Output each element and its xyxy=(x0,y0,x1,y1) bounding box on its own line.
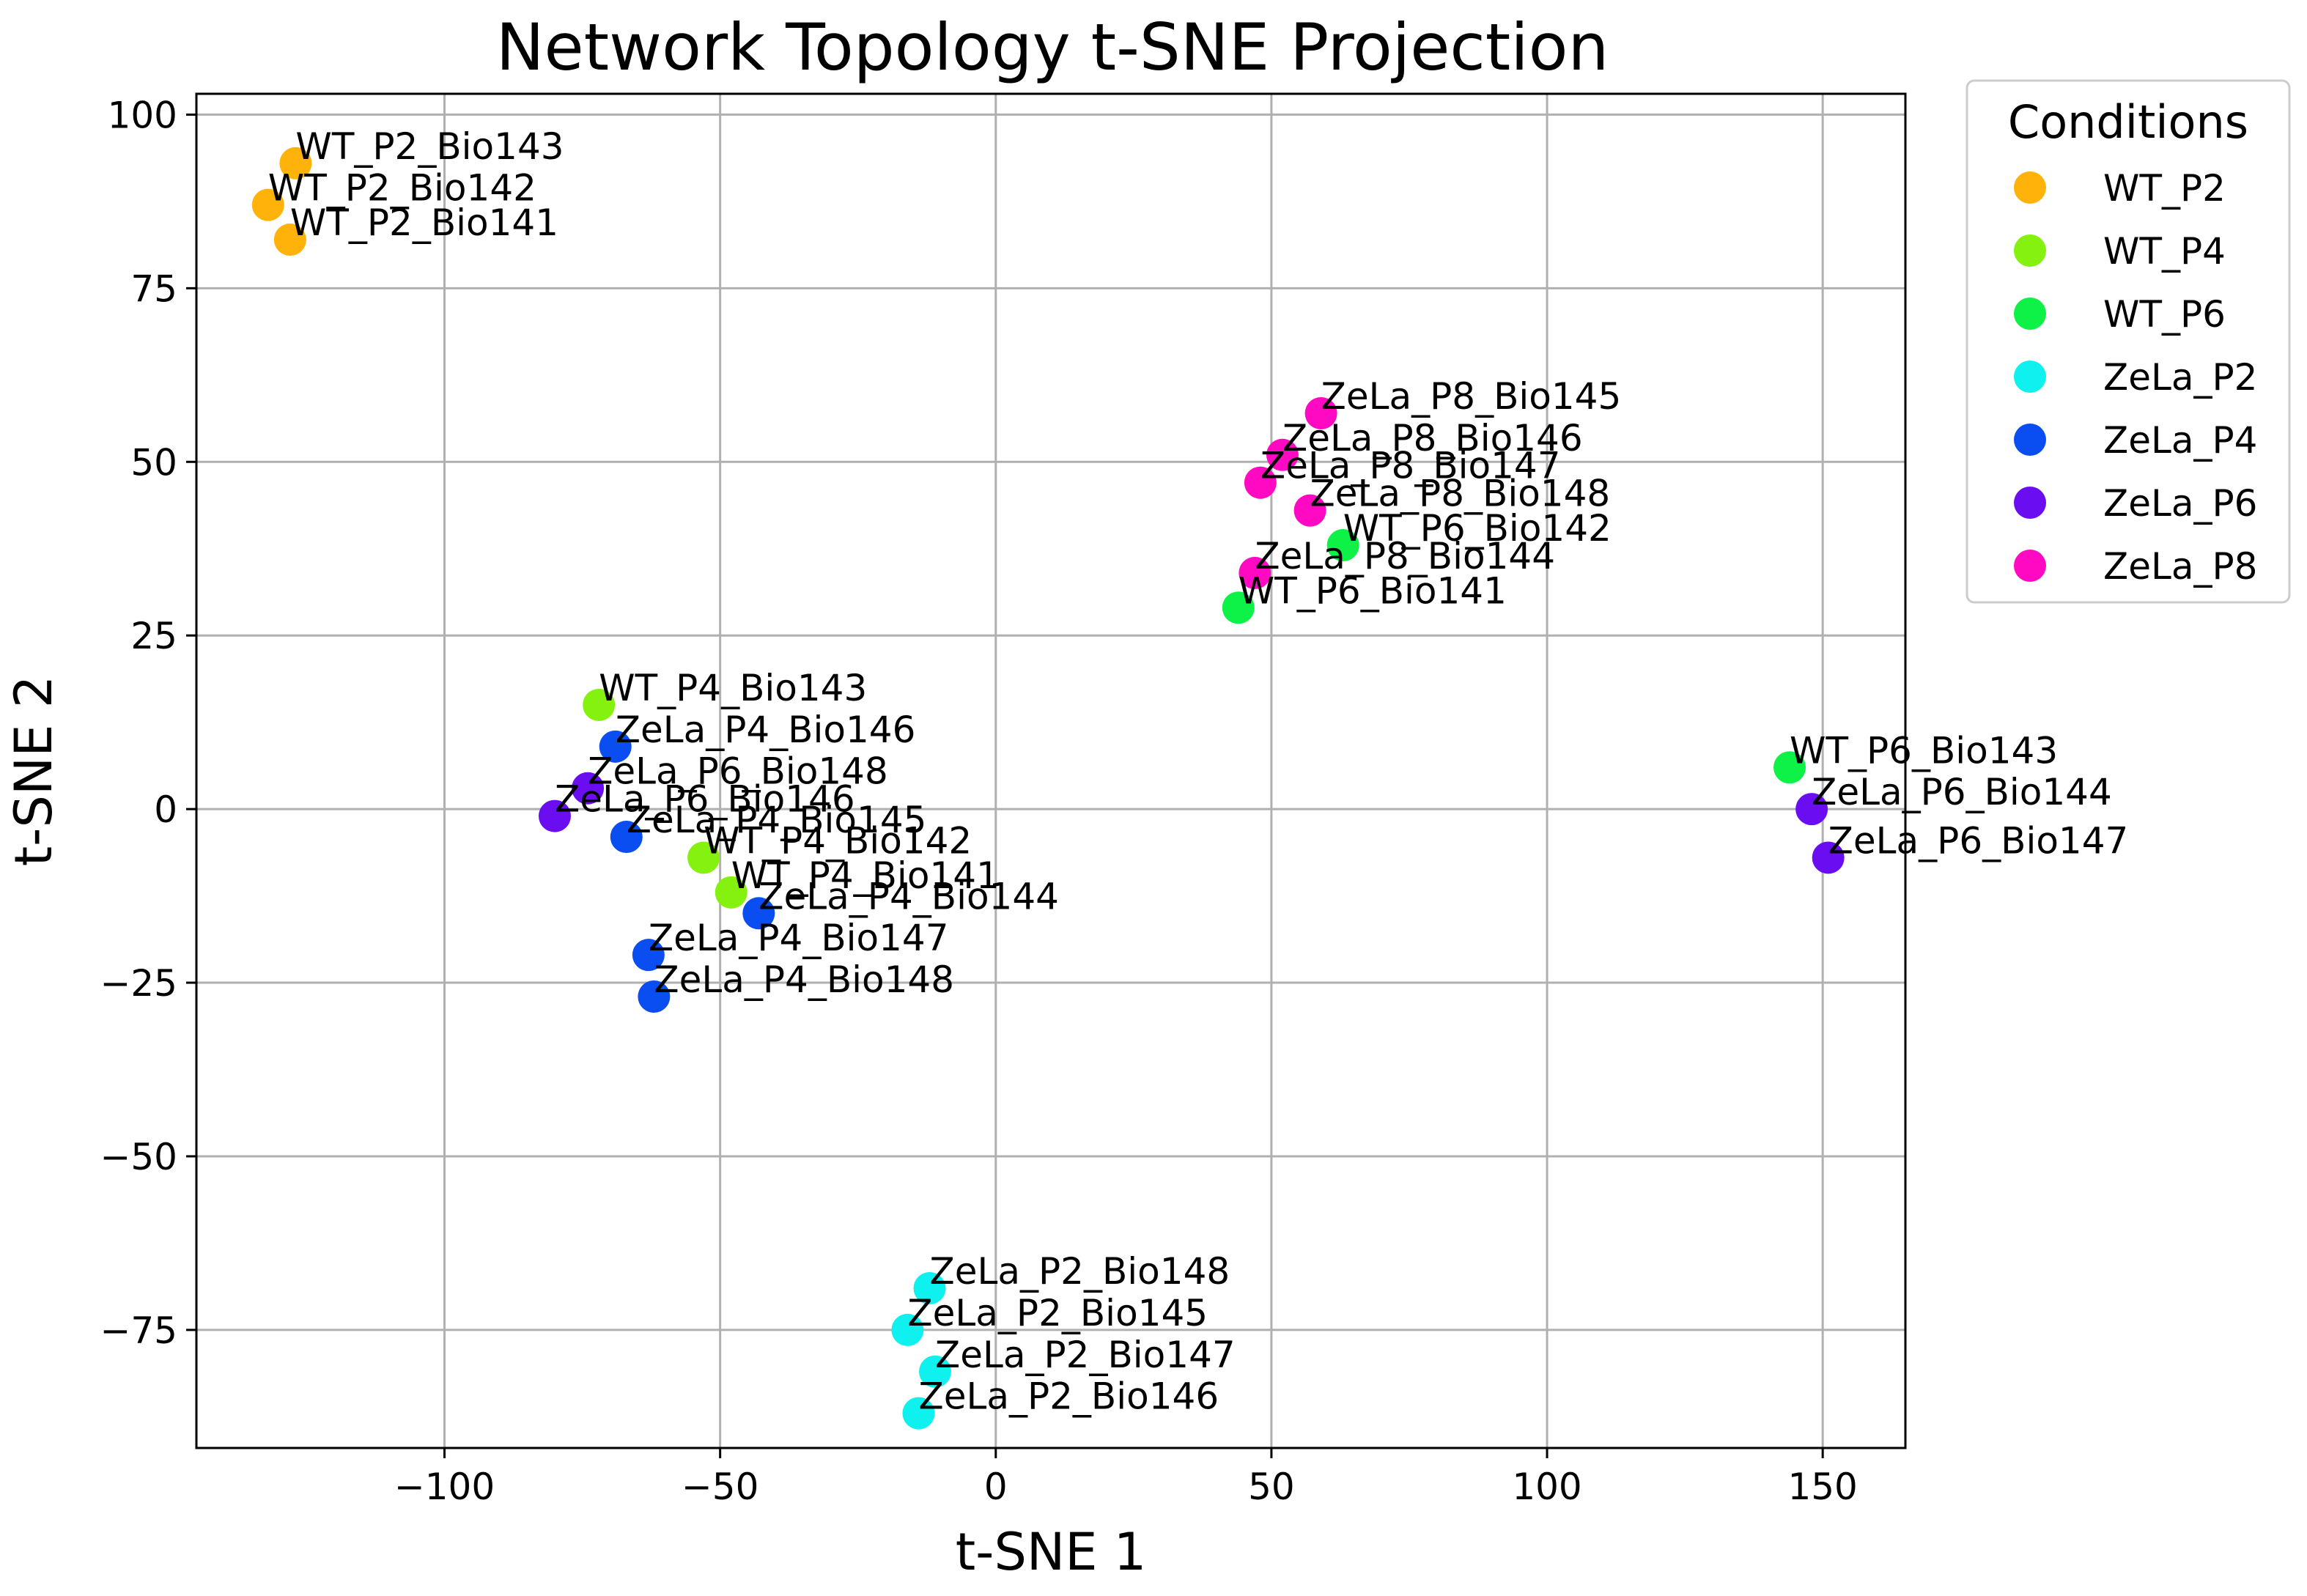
point-label: ZeLa_P2_Bio145 xyxy=(907,1292,1208,1334)
x-tick-label: 100 xyxy=(1512,1466,1581,1508)
point-label: WT_P2_Bio143 xyxy=(295,125,564,168)
data-point xyxy=(638,980,671,1013)
point-label: WT_P2_Bio141 xyxy=(290,202,558,244)
x-tick-label: 150 xyxy=(1787,1466,1857,1508)
point-label: ZeLa_P2_Bio146 xyxy=(918,1375,1219,1418)
data-point xyxy=(1326,529,1359,561)
point-label: ZeLa_P2_Bio148 xyxy=(930,1250,1230,1293)
x-axis-label: t-SNE 1 xyxy=(956,1522,1147,1582)
x-tick-label: 50 xyxy=(1248,1466,1295,1508)
y-axis-label: t-SNE 2 xyxy=(4,676,64,867)
data-point xyxy=(583,688,616,721)
legend-marker xyxy=(2014,487,2046,519)
legend-title: Conditions xyxy=(2008,95,2248,149)
point-label: ZeLa_P8_Bio148 xyxy=(1310,473,1611,515)
legend-label: ZeLa_P8 xyxy=(2103,545,2257,588)
y-tick-label: 100 xyxy=(108,94,177,136)
legend: Conditions WT_P2 WT_P4 WT_P6 ZeLa_P2 ZeLa_P4… xyxy=(1965,79,2291,604)
data-point xyxy=(572,772,605,805)
legend-marker xyxy=(2014,234,2046,267)
data-point xyxy=(891,1313,924,1346)
x-tick-label: −100 xyxy=(394,1466,495,1508)
point-label: WT_P6_Bio143 xyxy=(1790,729,2058,772)
y-tick-label: 50 xyxy=(130,441,177,484)
point-label: WT_P4_Bio143 xyxy=(599,667,867,709)
plot-frame xyxy=(195,92,1907,1449)
data-points xyxy=(251,147,1845,1430)
data-point xyxy=(715,876,748,909)
data-point xyxy=(1239,556,1271,589)
y-tick-label: 25 xyxy=(130,615,177,657)
y-tick-label: 0 xyxy=(154,788,177,831)
legend-label: WT_P4 xyxy=(2103,230,2226,273)
point-label: ZeLa_P6_Bio146 xyxy=(555,778,855,821)
legend-marker xyxy=(2014,550,2046,582)
x-tick-label: 0 xyxy=(984,1466,1008,1508)
data-point xyxy=(1812,841,1845,874)
data-point xyxy=(273,223,306,256)
data-point xyxy=(1244,466,1277,499)
legend-marker xyxy=(2014,298,2046,330)
data-point xyxy=(1293,494,1326,527)
data-point xyxy=(1222,591,1255,624)
legend-label: WT_P6 xyxy=(2103,293,2226,336)
axis-ticks: −100 −50 0 50 100 150 −75 −50 −25 0 25 50 75 100 xyxy=(100,94,1857,1508)
point-label: ZeLa_P8_Bio144 xyxy=(1255,535,1555,577)
data-point xyxy=(919,1355,952,1388)
point-label: ZeLa_P4_Bio147 xyxy=(649,917,949,959)
data-point xyxy=(742,897,775,930)
point-label: ZeLa_P6_Bio144 xyxy=(1812,771,2112,813)
chart-title: Network Topology t-SNE Projection xyxy=(496,10,1609,85)
data-point xyxy=(279,147,312,180)
data-point xyxy=(538,799,571,832)
y-tick-label: −75 xyxy=(100,1309,177,1352)
legend-marker xyxy=(2014,361,2046,393)
y-tick-label: −25 xyxy=(100,962,177,1005)
legend-label: WT_P2 xyxy=(2103,167,2226,210)
point-label: ZeLa_P6_Bio147 xyxy=(1828,819,2129,862)
data-point xyxy=(902,1397,935,1430)
data-point xyxy=(251,188,284,221)
data-point xyxy=(599,730,632,763)
point-label: ZeLa_P2_Bio147 xyxy=(935,1334,1236,1376)
data-point xyxy=(632,939,665,972)
x-tick-label: −50 xyxy=(682,1466,759,1508)
legend-box xyxy=(1965,79,2291,604)
grid-lines xyxy=(196,94,1905,1448)
point-label: ZeLa_P8_Bio146 xyxy=(1282,417,1583,459)
legend-items: WT_P2 WT_P4 WT_P6 ZeLa_P2 ZeLa_P4 ZeLa_P6 ZeLa… xyxy=(2014,167,2257,588)
data-point xyxy=(1773,751,1806,784)
point-label: ZeLa_P4_Bio148 xyxy=(654,958,954,1001)
legend-marker xyxy=(2014,171,2046,204)
point-label: ZeLa_P4_Bio144 xyxy=(758,875,1059,917)
data-point xyxy=(610,821,643,854)
y-tick-label: −50 xyxy=(100,1136,177,1178)
point-label: ZeLa_P6_Bio148 xyxy=(588,750,888,793)
point-label: WT_P4_Bio141 xyxy=(731,854,1000,897)
point-label: WT_P4_Bio142 xyxy=(704,819,972,862)
point-label: WT_P2_Bio142 xyxy=(268,167,536,210)
data-point xyxy=(1266,438,1299,471)
legend-label: ZeLa_P4 xyxy=(2103,419,2257,462)
legend-label: ZeLa_P6 xyxy=(2103,482,2257,525)
point-label: ZeLa_P4_Bio146 xyxy=(616,709,916,751)
data-point xyxy=(913,1272,946,1305)
y-tick-label: 75 xyxy=(130,267,177,310)
point-label: ZeLa_P4_Bio145 xyxy=(627,799,927,841)
legend-marker xyxy=(2014,424,2046,456)
point-label: ZeLa_P8_Bio145 xyxy=(1321,375,1622,418)
point-label: WT_P6_Bio141 xyxy=(1239,569,1507,612)
data-point xyxy=(687,841,720,874)
legend-label: ZeLa_P2 xyxy=(2103,356,2257,399)
point-label: ZeLa_P8_Bio147 xyxy=(1260,445,1561,487)
point-label: WT_P6_Bio142 xyxy=(1343,507,1612,550)
data-point xyxy=(1795,793,1828,826)
data-point xyxy=(1304,396,1337,429)
